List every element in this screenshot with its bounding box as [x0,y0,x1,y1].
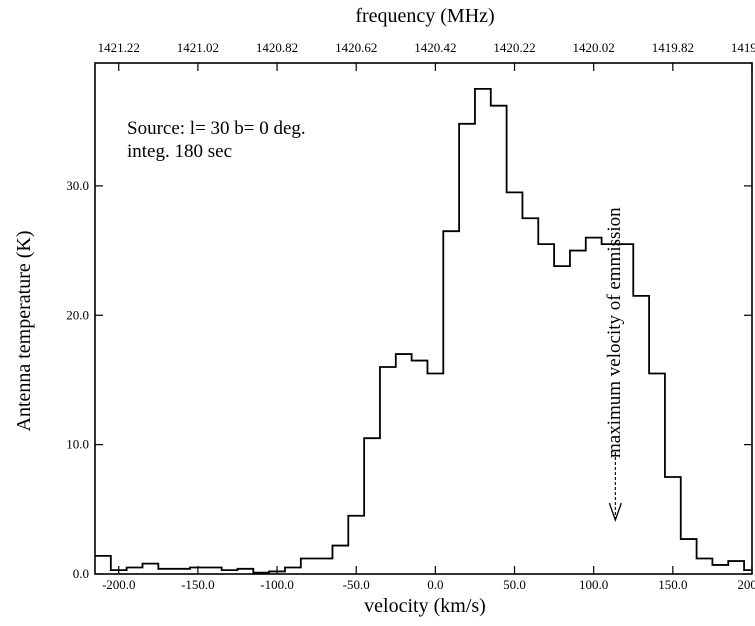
source-annotation: Source: l= 30 b= 0 deg. [127,118,306,139]
x2-tick-label: 1420.02 [573,40,615,55]
velocity-axis-title: velocity (km/s) [364,595,486,617]
x-tick-label: -50.0 [343,577,370,592]
x2-tick-label: 1421.02 [177,40,219,55]
x-tick-label: 200.0 [737,577,755,592]
x2-tick-label: 1420.82 [256,40,298,55]
x-tick-label: 50.0 [503,577,526,592]
x2-tick-label: 1419.62 [731,40,755,55]
x-tick-label: 100.0 [579,577,608,592]
x2-tick-label: 1421.22 [98,40,140,55]
x2-tick-label: 1419.82 [652,40,694,55]
x-tick-label: -100.0 [260,577,294,592]
x-tick-label: -150.0 [181,577,215,592]
y-tick-label: 0.0 [73,566,89,581]
temperature-axis-title: Antenna temperature (K) [13,230,35,431]
x2-tick-label: 1420.62 [335,40,377,55]
plot-frame [94,62,753,575]
arrow-head [608,502,622,522]
x-tick-label: 0.0 [427,577,443,592]
y-tick-label: 30.0 [66,178,89,193]
y-tick-label: 10.0 [66,437,89,452]
max-velocity-annotation: maximum velocity of emmission [604,207,625,458]
integration-annotation: integ. 180 sec [127,141,232,162]
y-tick-label: 20.0 [66,307,89,322]
x-tick-label: 150.0 [658,577,687,592]
x2-tick-label: 1420.42 [414,40,456,55]
x-tick-label: -200.0 [102,577,136,592]
frequency-axis-title: frequency (MHz) [355,5,494,27]
spectrum-step-line [95,87,752,574]
x2-tick-label: 1420.22 [493,40,535,55]
